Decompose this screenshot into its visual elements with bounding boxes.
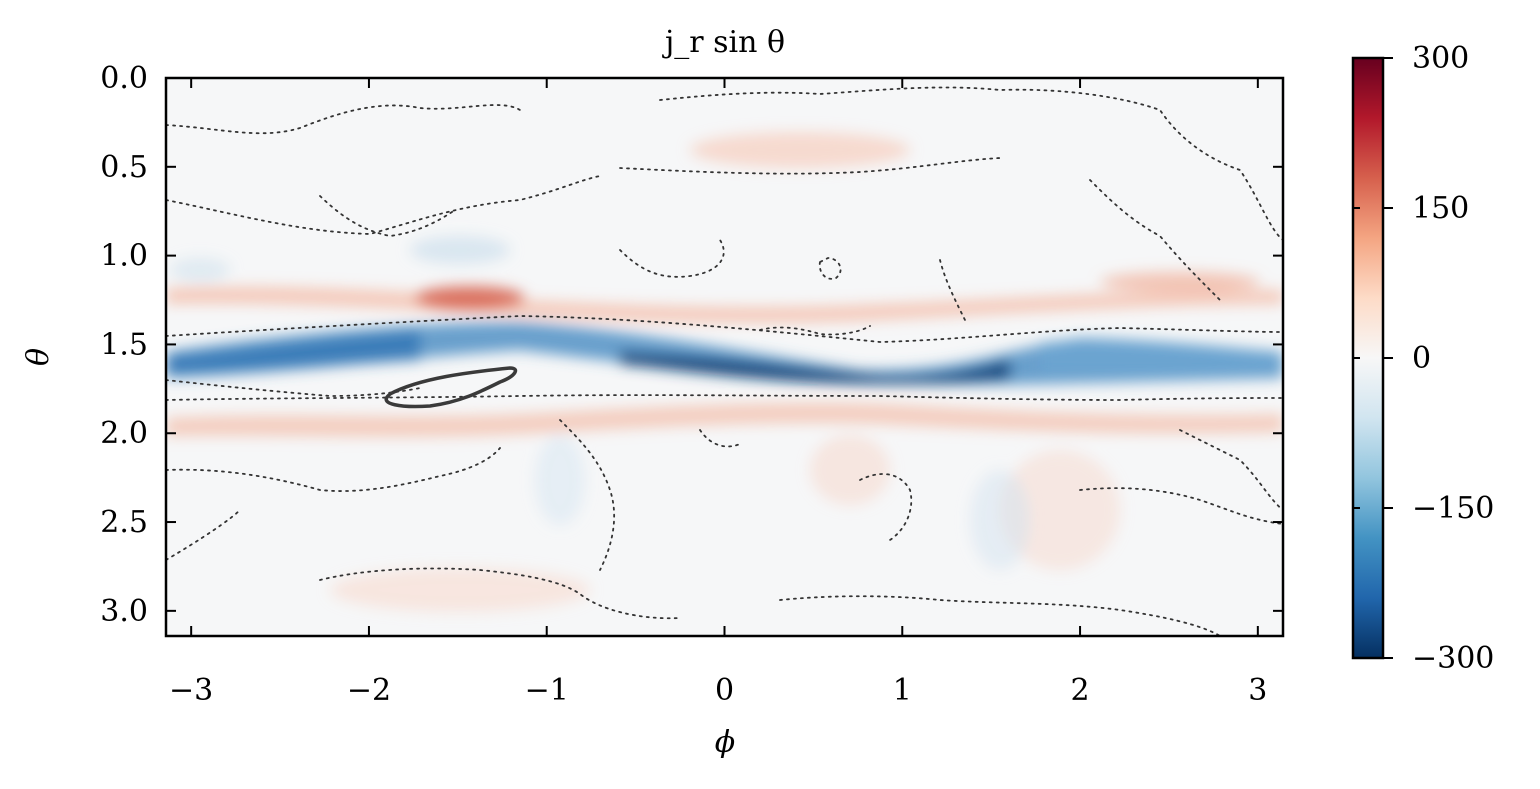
y-tick-label: 1.0: [100, 239, 148, 274]
zero-contour: [166, 394, 1283, 401]
x-tick-label: 2: [1071, 673, 1090, 708]
zero-contour: [1079, 487, 1283, 525]
colorbar-tick-label: 300: [1412, 41, 1469, 76]
field-region: [330, 568, 590, 612]
y-tick-label: 0.5: [100, 150, 148, 185]
field-region: [1100, 272, 1260, 292]
y-tick-label: 1.5: [100, 327, 148, 362]
x-tick-label: 1: [893, 673, 912, 708]
zero-contour: [759, 325, 871, 336]
y-axis-label: θ: [21, 348, 56, 366]
field-region: [170, 258, 230, 282]
heatmap-field: [166, 132, 1283, 612]
zero-contour: [166, 104, 521, 135]
zero-contour: [619, 239, 725, 278]
x-tick-label: 0: [715, 673, 734, 708]
field-region: [535, 435, 585, 525]
zero-contour: [559, 419, 616, 571]
colorbar-tick-label: −150: [1412, 491, 1494, 526]
field-region: [166, 330, 420, 374]
colorbar-ticks: 300 150 0 −150 −300: [1353, 41, 1494, 676]
y-tick-label: 0.0: [100, 61, 148, 96]
zero-contour: [699, 429, 741, 448]
colorbar-tick-label: 150: [1412, 191, 1469, 226]
zero-contour: [319, 195, 456, 237]
y-tick-label: 3.0: [100, 594, 148, 629]
y-tick-label: 2.5: [100, 505, 148, 540]
zero-contour: [166, 175, 601, 235]
field-region: [620, 352, 1010, 385]
y-tick-label: 2.0: [100, 416, 148, 451]
contour-lines: [166, 86, 1283, 636]
zero-contour: [779, 595, 1221, 636]
zero-contour: [166, 509, 241, 561]
field-region: [970, 470, 1030, 570]
field-region: [166, 402, 1283, 437]
x-tick-label: −1: [525, 673, 569, 708]
field-region: [810, 435, 890, 505]
plot-area: −3 −2 −1 0 1 2 3 0.0 0.5 1.0 1.5 2.0 2.5 3.0: [100, 61, 1285, 708]
field-region: [690, 132, 910, 168]
x-axis-ticks: −3 −2 −1 0 1 2 3: [169, 78, 1267, 708]
zero-contour: [166, 447, 501, 492]
x-axis-label: ϕ: [715, 725, 735, 760]
x-tick-label: −2: [347, 673, 391, 708]
zero-contour: [319, 567, 681, 620]
zero-contour: [619, 157, 1001, 175]
x-tick-label: 3: [1248, 673, 1267, 708]
field-region: [410, 236, 510, 264]
colorbar-tick-label: −300: [1412, 641, 1494, 676]
zero-contour: [659, 86, 1283, 241]
field-region: [415, 286, 525, 310]
field-region: [1000, 450, 1120, 570]
negative-contour: [384, 366, 518, 409]
field-region: [1040, 340, 1283, 376]
zero-contour: [818, 257, 842, 280]
chart-title: j_r sin θ: [662, 25, 785, 60]
colorbar-tick-label: 0: [1412, 341, 1431, 376]
x-tick-label: −3: [169, 673, 213, 708]
zero-contour: [859, 473, 913, 541]
zero-contour: [166, 315, 1283, 343]
y-axis-ticks: 0.0 0.5 1.0 1.5 2.0 2.5 3.0: [100, 61, 1283, 629]
colorbar: 300 150 0 −150 −300: [1351, 41, 1494, 676]
